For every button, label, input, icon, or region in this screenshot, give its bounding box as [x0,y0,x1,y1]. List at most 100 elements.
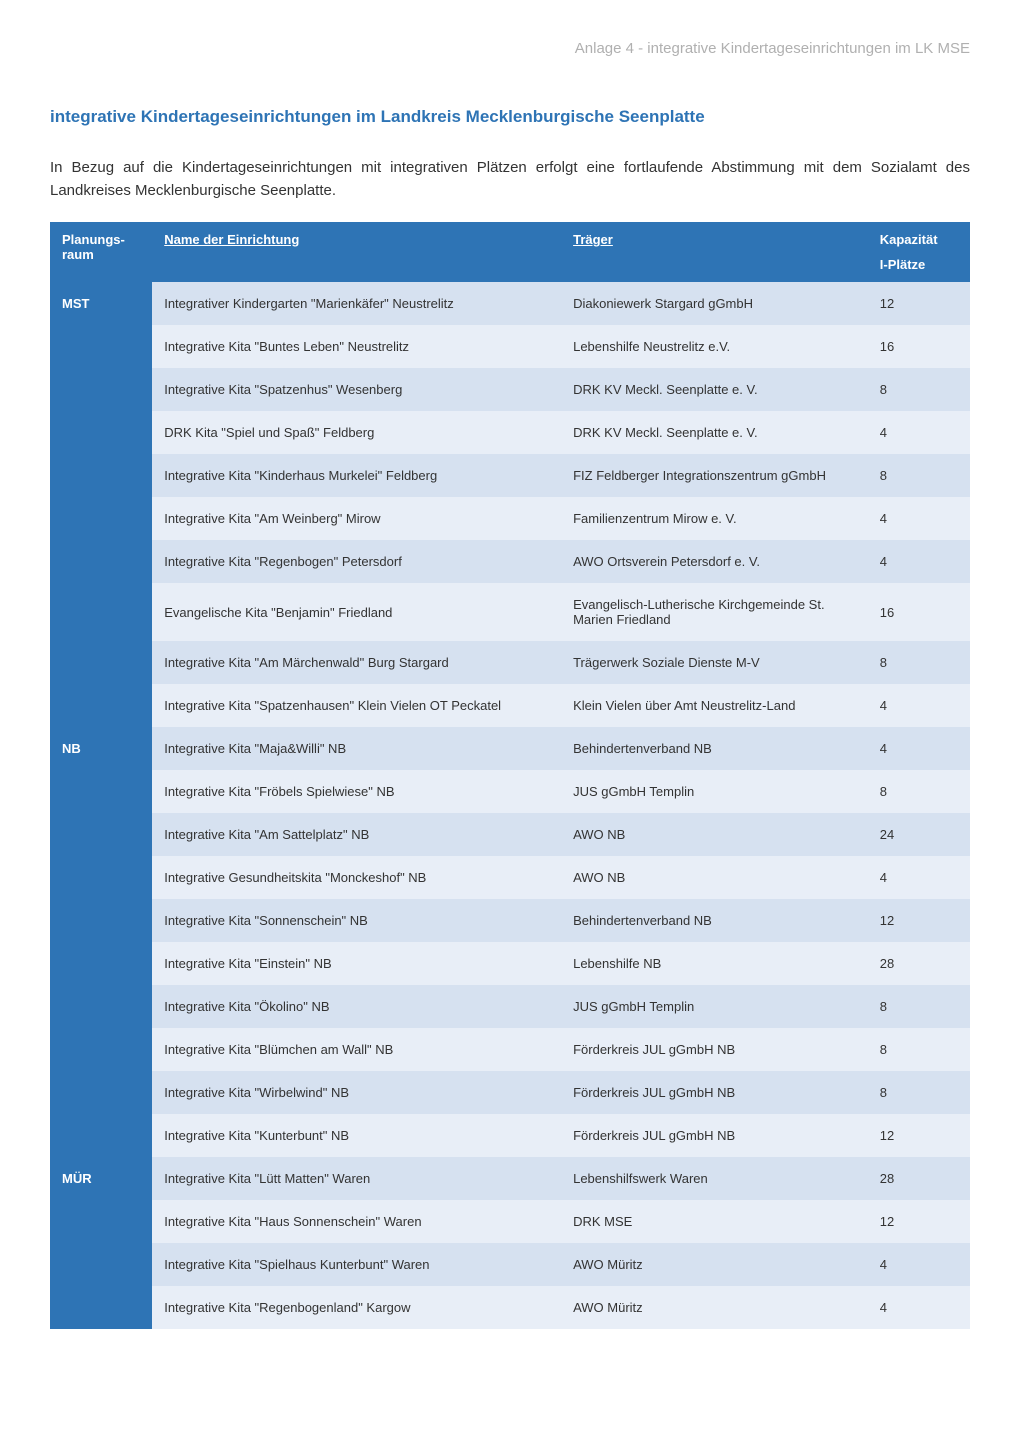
cell-traeger: Familienzentrum Mirow e. V. [561,497,868,540]
cell-traeger: Lebenshilfswerk Waren [561,1157,868,1200]
cell-name: Integrative Kita "Buntes Leben" Neustrel… [152,325,561,368]
col-header-kap-line1: Kapazität [880,232,958,247]
cell-traeger: Behindertenverband NB [561,727,868,770]
cell-kapazitaet: 28 [868,942,970,985]
table-row: Evangelische Kita "Benjamin" FriedlandEv… [50,583,970,641]
intro-paragraph: In Bezug auf die Kindertageseinrichtunge… [50,157,970,202]
cell-name: Integrative Kita "Ökolino" NB [152,985,561,1028]
cell-kapazitaet: 12 [868,1114,970,1157]
cell-traeger: AWO Ortsverein Petersdorf e. V. [561,540,868,583]
cell-kapazitaet: 4 [868,1243,970,1286]
table-row: Integrative Kita "Regenbogen" Petersdorf… [50,540,970,583]
cell-traeger: Förderkreis JUL gGmbH NB [561,1071,868,1114]
table-row: Integrative Kita "Spatzenhus" WesenbergD… [50,368,970,411]
table-row: Integrative Kita "Kunterbunt" NBFörderkr… [50,1114,970,1157]
cell-kapazitaet: 16 [868,583,970,641]
cell-traeger: DRK MSE [561,1200,868,1243]
cell-kapazitaet: 4 [868,497,970,540]
cell-traeger: Trägerwerk Soziale Dienste M-V [561,641,868,684]
table-row: Integrative Kita "Fröbels Spielwiese" NB… [50,770,970,813]
table-header-row: Planungs-raum Name der Einrichtung Träge… [50,222,970,282]
cell-traeger: Lebenshilfe NB [561,942,868,985]
cell-name: Integrative Kita "Spielhaus Kunterbunt" … [152,1243,561,1286]
region-cell: MÜR [50,1157,152,1329]
table-row: MÜRIntegrative Kita "Lütt Matten" WarenL… [50,1157,970,1200]
cell-name: Integrative Kita "Blümchen am Wall" NB [152,1028,561,1071]
cell-traeger: JUS gGmbH Templin [561,985,868,1028]
page-title: integrative Kindertageseinrichtungen im … [50,107,970,127]
cell-traeger: AWO NB [561,813,868,856]
cell-name: Integrative Kita "Haus Sonnenschein" War… [152,1200,561,1243]
col-header-traeger: Träger [561,222,868,282]
cell-name: Integrative Kita "Am Sattelplatz" NB [152,813,561,856]
cell-name: Integrativer Kindergarten "Marienkäfer" … [152,282,561,325]
cell-kapazitaet: 4 [868,684,970,727]
cell-traeger: JUS gGmbH Templin [561,770,868,813]
cell-name: Integrative Kita "Regenbogen" Petersdorf [152,540,561,583]
cell-kapazitaet: 8 [868,641,970,684]
cell-traeger: FIZ Feldberger Integrationszentrum gGmbH [561,454,868,497]
col-header-region-line1: Planungs-raum [62,232,125,262]
cell-traeger: AWO Müritz [561,1243,868,1286]
cell-kapazitaet: 12 [868,899,970,942]
cell-name: DRK Kita "Spiel und Spaß" Feldberg [152,411,561,454]
facilities-table: Planungs-raum Name der Einrichtung Träge… [50,222,970,1329]
table-row: Integrative Kita "Sonnenschein" NBBehind… [50,899,970,942]
table-row: Integrative Kita "Wirbelwind" NBFörderkr… [50,1071,970,1114]
col-header-kapazitaet: Kapazität I-Plätze [868,222,970,282]
cell-name: Integrative Gesundheitskita "Monckeshof"… [152,856,561,899]
cell-name: Integrative Kita "Lütt Matten" Waren [152,1157,561,1200]
col-header-kap-line2: I-Plätze [880,257,958,272]
cell-name: Integrative Kita "Spatzenhausen" Klein V… [152,684,561,727]
table-row: Integrative Kita "Am Weinberg" MirowFami… [50,497,970,540]
table-row: Integrative Kita "Regenbogenland" Kargow… [50,1286,970,1329]
cell-kapazitaet: 12 [868,282,970,325]
region-cell: MST [50,282,152,727]
cell-traeger: Behindertenverband NB [561,899,868,942]
cell-name: Integrative Kita "Am Märchenwald" Burg S… [152,641,561,684]
table-row: Integrative Kita "Buntes Leben" Neustrel… [50,325,970,368]
table-row: Integrative Kita "Einstein" NBLebenshilf… [50,942,970,985]
cell-kapazitaet: 4 [868,1286,970,1329]
cell-kapazitaet: 4 [868,856,970,899]
cell-name: Integrative Kita "Regenbogenland" Kargow [152,1286,561,1329]
cell-traeger: AWO Müritz [561,1286,868,1329]
cell-kapazitaet: 8 [868,454,970,497]
table-row: Integrative Kita "Kinderhaus Murkelei" F… [50,454,970,497]
col-header-name: Name der Einrichtung [152,222,561,282]
cell-name: Evangelische Kita "Benjamin" Friedland [152,583,561,641]
page-header: Anlage 4 - integrative Kindertageseinric… [50,40,970,57]
cell-name: Integrative Kita "Sonnenschein" NB [152,899,561,942]
cell-kapazitaet: 4 [868,540,970,583]
cell-name: Integrative Kita "Einstein" NB [152,942,561,985]
cell-kapazitaet: 8 [868,770,970,813]
cell-traeger: Förderkreis JUL gGmbH NB [561,1114,868,1157]
table-row: Integrative Kita "Spielhaus Kunterbunt" … [50,1243,970,1286]
cell-kapazitaet: 8 [868,1028,970,1071]
table-row: MSTIntegrativer Kindergarten "Marienkäfe… [50,282,970,325]
cell-name: Integrative Kita "Kunterbunt" NB [152,1114,561,1157]
cell-name: Integrative Kita "Am Weinberg" Mirow [152,497,561,540]
table-row: Integrative Gesundheitskita "Monckeshof"… [50,856,970,899]
cell-name: Integrative Kita "Wirbelwind" NB [152,1071,561,1114]
cell-kapazitaet: 4 [868,411,970,454]
cell-kapazitaet: 24 [868,813,970,856]
cell-traeger: Diakoniewerk Stargard gGmbH [561,282,868,325]
cell-kapazitaet: 8 [868,368,970,411]
table-row: Integrative Kita "Ökolino" NBJUS gGmbH T… [50,985,970,1028]
cell-name: Integrative Kita "Maja&Willi" NB [152,727,561,770]
table-row: DRK Kita "Spiel und Spaß" FeldbergDRK KV… [50,411,970,454]
cell-name: Integrative Kita "Fröbels Spielwiese" NB [152,770,561,813]
cell-kapazitaet: 12 [868,1200,970,1243]
cell-kapazitaet: 8 [868,985,970,1028]
cell-name: Integrative Kita "Spatzenhus" Wesenberg [152,368,561,411]
table-row: Integrative Kita "Blümchen am Wall" NBFö… [50,1028,970,1071]
cell-traeger: Klein Vielen über Amt Neustrelitz-Land [561,684,868,727]
cell-traeger: DRK KV Meckl. Seenplatte e. V. [561,368,868,411]
cell-traeger: Lebenshilfe Neustrelitz e.V. [561,325,868,368]
cell-kapazitaet: 28 [868,1157,970,1200]
cell-kapazitaet: 16 [868,325,970,368]
cell-kapazitaet: 4 [868,727,970,770]
table-row: Integrative Kita "Spatzenhausen" Klein V… [50,684,970,727]
table-row: Integrative Kita "Am Märchenwald" Burg S… [50,641,970,684]
